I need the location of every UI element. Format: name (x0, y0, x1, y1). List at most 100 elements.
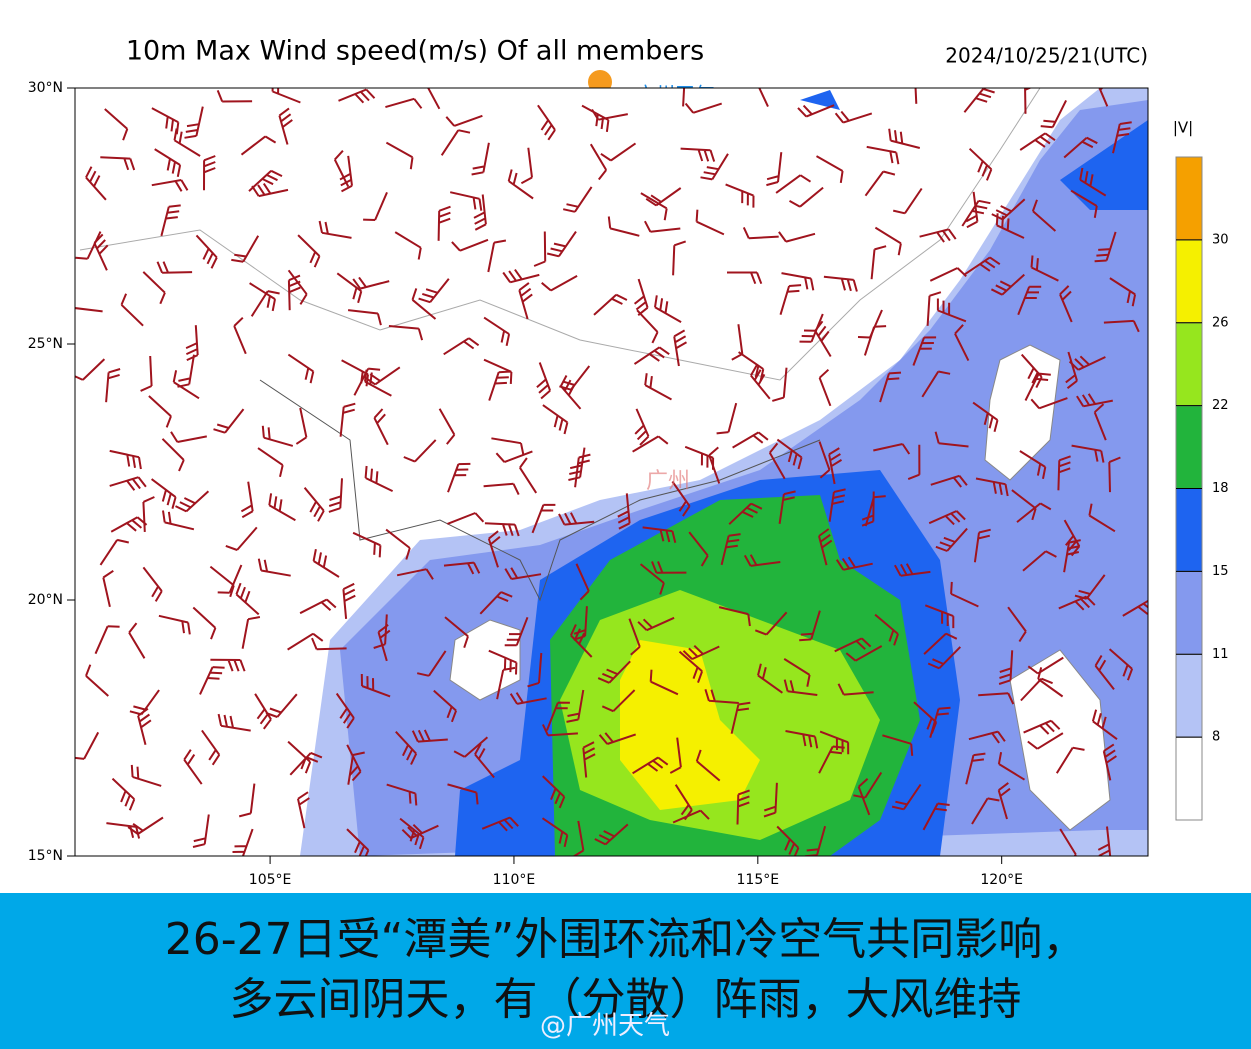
wind-barb (816, 155, 844, 184)
wind-barb (85, 664, 109, 697)
wind-barb (649, 669, 679, 696)
wind-barb (99, 538, 130, 566)
wind-barb (479, 591, 513, 615)
wind-barb (203, 155, 216, 191)
wind-barb (536, 362, 552, 400)
wind-barb (569, 624, 593, 658)
wind-barb (594, 823, 629, 846)
wind-barb (922, 802, 950, 831)
wind-barb (416, 650, 447, 677)
wind-barb (303, 487, 325, 522)
wind-barb (287, 632, 324, 651)
lon-tick-label: 110°E (493, 872, 536, 888)
wind-barb (779, 284, 802, 315)
wind-barb (342, 582, 356, 619)
wind-barb (502, 269, 540, 284)
wind-barb (161, 438, 185, 472)
wind-barb (736, 789, 750, 825)
wind-barb (377, 624, 391, 662)
wind-barb (632, 756, 669, 775)
wind-barb (935, 527, 968, 552)
wind-barb (105, 368, 121, 403)
wind-barb (364, 465, 394, 492)
wind-barb (1098, 88, 1109, 107)
wind-barb (778, 490, 796, 524)
wind-barb (509, 692, 547, 705)
wind-barb (443, 561, 481, 575)
wind-barb (964, 256, 1001, 276)
wind-barb (743, 554, 781, 567)
wind-barb (684, 102, 723, 114)
wind-barb (644, 220, 681, 233)
wind-barb (732, 431, 769, 449)
wind-barb (151, 107, 180, 135)
wind-barb (542, 404, 569, 435)
wind-barb (997, 782, 1011, 820)
wind-barb (338, 88, 376, 104)
wind-barb (531, 503, 556, 534)
wind-barb (495, 450, 533, 464)
colorbar-segment (1175, 239, 1203, 324)
wind-barb (834, 637, 872, 653)
wind-barb (672, 240, 687, 276)
wind-barb (94, 625, 120, 655)
wind-barb (990, 273, 1025, 296)
wind-barb (287, 274, 301, 311)
wind-barb (628, 618, 641, 656)
wind-barb (644, 373, 672, 401)
wind-barb (750, 364, 771, 400)
wind-barb (1059, 285, 1073, 323)
colorbar-tick-label: 11 (1212, 647, 1229, 662)
axes: 30°N 25°N 20°N 15°N 105°E 110°E 115°E 120°E (28, 80, 1023, 888)
wind-barb (891, 783, 922, 811)
wind-barb (680, 147, 716, 162)
wind-barb (360, 673, 391, 698)
wind-barb (1070, 189, 1098, 218)
wind-barb (837, 683, 874, 696)
wind-barb (863, 325, 887, 356)
wind-barb (1019, 132, 1056, 151)
lat-tick-label: 20°N (28, 592, 63, 608)
wind-barb (160, 204, 181, 237)
wind-barb (754, 611, 788, 636)
colorbar-tick-label: 8 (1212, 730, 1220, 745)
wind-barb (961, 199, 991, 227)
wind-barb (799, 610, 821, 642)
colorbar-label: |V| (1173, 119, 1193, 137)
wind-barb (912, 336, 937, 366)
wind-barb (173, 128, 201, 157)
wind-barb (142, 566, 163, 602)
wind-barb (725, 183, 755, 208)
wind-barb (1019, 450, 1047, 479)
wind-barb (1076, 393, 1113, 408)
wind-barb (828, 447, 843, 485)
wind-barb (617, 493, 631, 530)
wind-barb (507, 169, 534, 200)
wind-barb (654, 295, 682, 323)
wind-barb (217, 713, 251, 732)
wind-barb (148, 395, 172, 428)
wind-barb (558, 512, 595, 526)
wind-barb (639, 563, 665, 595)
wind-barb (589, 143, 608, 181)
wind-barb (950, 581, 979, 608)
wind-barb (297, 234, 321, 268)
wind-barb (250, 290, 280, 317)
caption-line: 多云间阴天，有（分散）阵雨，大风维持 (229, 974, 1022, 1025)
wind-barb (731, 324, 744, 361)
wind-barb (700, 153, 729, 181)
colorbar-segment (1175, 405, 1203, 489)
wind-barb (924, 604, 955, 629)
wind-barb (254, 693, 272, 730)
wind-barb (363, 192, 388, 221)
wind-barb (1016, 502, 1052, 523)
lon-tick-label: 105°E (249, 872, 292, 888)
wind-barb (299, 598, 337, 615)
wind-barb (742, 226, 779, 240)
wind-barb (210, 658, 246, 672)
wind-barb (232, 828, 254, 856)
wind-barb (998, 650, 1014, 685)
wind-barb (491, 437, 525, 456)
wind-barb (574, 453, 591, 488)
wind-barb (537, 104, 556, 141)
